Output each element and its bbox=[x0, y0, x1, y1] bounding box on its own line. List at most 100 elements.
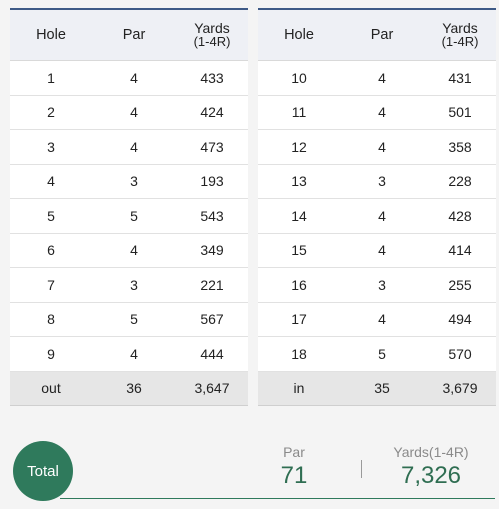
hole-cell: 5 bbox=[10, 198, 92, 234]
table-row: 3 4 473 bbox=[10, 129, 248, 165]
par-cell: 4 bbox=[340, 302, 424, 337]
yards-cell: 501 bbox=[424, 95, 496, 130]
yards-cell: 444 bbox=[176, 336, 248, 372]
hole-cell: 16 bbox=[258, 267, 340, 303]
hole-cell: 17 bbox=[258, 302, 340, 337]
par-summary-value: 71 bbox=[280, 462, 308, 489]
hole-cell: 2 bbox=[10, 95, 92, 130]
yards-header-label: Yards bbox=[442, 20, 478, 36]
table-row: 2 4 424 bbox=[10, 95, 248, 130]
yards-cell: 358 bbox=[424, 129, 496, 165]
hole-cell: 9 bbox=[10, 336, 92, 372]
table-row: 8 5 567 bbox=[10, 302, 248, 337]
hole-cell: 12 bbox=[258, 129, 340, 165]
front-nine-table: Hole Par Yards (1-4R) 1 4 433 2 4 424 3 4 473 … bbox=[10, 8, 248, 406]
yards-cell: 228 bbox=[424, 164, 496, 199]
back-nine-table: Hole Par Yards (1-4R) 10 4 431 11 4 501 12 4 3… bbox=[258, 8, 496, 406]
yards-cell: 255 bbox=[424, 267, 496, 303]
hole-header: Hole bbox=[258, 9, 340, 61]
table-row: 12 4 358 bbox=[258, 129, 496, 165]
par-cell: 3 bbox=[92, 267, 176, 303]
table-row: 16 3 255 bbox=[258, 267, 496, 303]
table-row: 9 4 444 bbox=[10, 336, 248, 372]
table-row: 7 3 221 bbox=[10, 267, 248, 303]
table-row: 10 4 431 bbox=[258, 60, 496, 96]
yards-cell: 431 bbox=[424, 60, 496, 96]
yards-header-label: Yards bbox=[194, 20, 230, 36]
par-cell: 4 bbox=[340, 129, 424, 165]
hole-header: Hole bbox=[10, 9, 92, 61]
total-label-cell: out bbox=[10, 371, 92, 406]
yards-header-sub: (1-4R) bbox=[441, 34, 479, 49]
scorecard: Hole Par Yards (1-4R) 1 4 433 2 4 424 3 4 473 … bbox=[10, 8, 497, 406]
summary-underline bbox=[60, 498, 495, 499]
yards-cell: 414 bbox=[424, 233, 496, 268]
header-row: Hole Par Yards (1-4R) bbox=[10, 9, 248, 61]
hole-cell: 7 bbox=[10, 267, 92, 303]
par-cell: 4 bbox=[92, 60, 176, 96]
hole-cell: 4 bbox=[10, 164, 92, 199]
par-summary: Par 71 bbox=[258, 444, 330, 490]
table-row: 1 4 433 bbox=[10, 60, 248, 96]
yards-cell: 221 bbox=[176, 267, 248, 303]
yards-header: Yards (1-4R) bbox=[176, 9, 248, 61]
total-par-cell: 35 bbox=[340, 371, 424, 406]
hole-cell: 3 bbox=[10, 129, 92, 165]
summary-divider bbox=[361, 460, 362, 478]
yards-summary-label: Yards(1-4R) bbox=[393, 444, 469, 460]
table-row: 5 5 543 bbox=[10, 198, 248, 234]
par-summary-label: Par bbox=[283, 444, 305, 460]
yards-cell: 543 bbox=[176, 198, 248, 234]
course-summary: Total Par 71 Yards(1-4R) 7,326 bbox=[0, 430, 499, 509]
out-total-row: out 36 3,647 bbox=[10, 371, 248, 406]
table-row: 13 3 228 bbox=[258, 164, 496, 199]
yards-cell: 494 bbox=[424, 302, 496, 337]
hole-cell: 10 bbox=[258, 60, 340, 96]
table-row: 17 4 494 bbox=[258, 302, 496, 337]
in-total-row: in 35 3,679 bbox=[258, 371, 496, 406]
par-cell: 4 bbox=[340, 60, 424, 96]
par-header: Par bbox=[340, 9, 424, 61]
yards-cell: 193 bbox=[176, 164, 248, 199]
hole-cell: 13 bbox=[258, 164, 340, 199]
hole-cell: 6 bbox=[10, 233, 92, 268]
total-label-cell: in bbox=[258, 371, 340, 406]
yards-cell: 567 bbox=[176, 302, 248, 337]
yards-header-sub: (1-4R) bbox=[193, 34, 231, 49]
total-yards-cell: 3,647 bbox=[176, 371, 248, 406]
total-label: Total bbox=[27, 462, 59, 480]
par-cell: 5 bbox=[92, 302, 176, 337]
yards-header: Yards (1-4R) bbox=[424, 9, 496, 61]
hole-cell: 11 bbox=[258, 95, 340, 130]
par-cell: 4 bbox=[92, 336, 176, 372]
hole-cell: 8 bbox=[10, 302, 92, 337]
par-cell: 4 bbox=[340, 95, 424, 130]
yards-summary: Yards(1-4R) 7,326 bbox=[376, 444, 486, 490]
total-yards-cell: 3,679 bbox=[424, 371, 496, 406]
total-par-cell: 36 bbox=[92, 371, 176, 406]
yards-cell: 473 bbox=[176, 129, 248, 165]
hole-cell: 18 bbox=[258, 336, 340, 372]
par-cell: 3 bbox=[92, 164, 176, 199]
yards-cell: 570 bbox=[424, 336, 496, 372]
par-cell: 4 bbox=[92, 233, 176, 268]
table-row: 18 5 570 bbox=[258, 336, 496, 372]
yards-cell: 433 bbox=[176, 60, 248, 96]
yards-cell: 349 bbox=[176, 233, 248, 268]
table-row: 15 4 414 bbox=[258, 233, 496, 268]
hole-cell: 15 bbox=[258, 233, 340, 268]
par-cell: 3 bbox=[340, 164, 424, 199]
par-cell: 5 bbox=[340, 336, 424, 372]
par-cell: 3 bbox=[340, 267, 424, 303]
table-row: 11 4 501 bbox=[258, 95, 496, 130]
hole-cell: 1 bbox=[10, 60, 92, 96]
yards-cell: 424 bbox=[176, 95, 248, 130]
hole-cell: 14 bbox=[258, 198, 340, 234]
total-badge: Total bbox=[13, 441, 73, 501]
table-row: 6 4 349 bbox=[10, 233, 248, 268]
par-cell: 4 bbox=[340, 198, 424, 234]
par-cell: 5 bbox=[92, 198, 176, 234]
table-row: 4 3 193 bbox=[10, 164, 248, 199]
table-row: 14 4 428 bbox=[258, 198, 496, 234]
yards-summary-value: 7,326 bbox=[400, 462, 462, 489]
